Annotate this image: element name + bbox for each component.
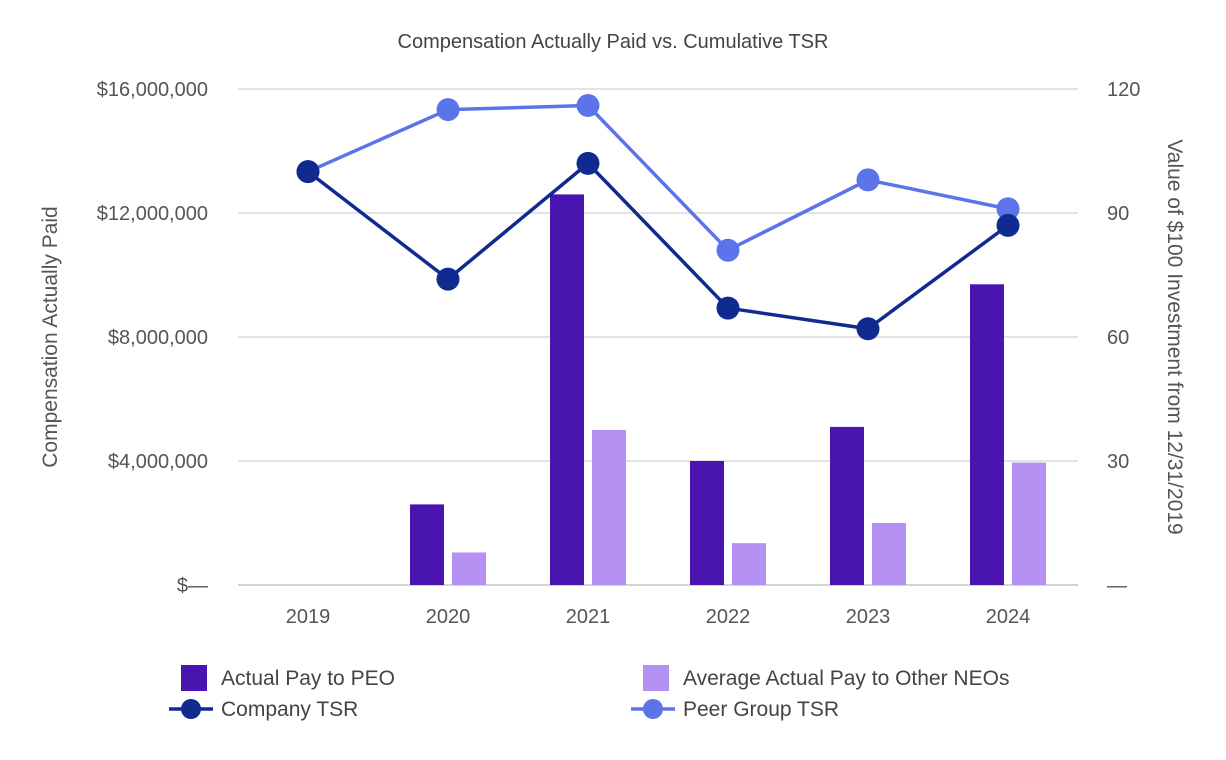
lines: [296, 94, 1020, 341]
x-tick-label: 2023: [846, 606, 891, 628]
right-axis-ticks: — 30 60 90 120: [1107, 79, 1140, 597]
bar-peo: [550, 194, 584, 585]
bar-peo: [970, 284, 1004, 585]
point-company-tsr: [296, 160, 320, 184]
chart-title: Compensation Actually Paid vs. Cumulativ…: [398, 31, 829, 53]
legend-marker-peer-group-tsr: [643, 699, 663, 719]
point-peer-group-tsr: [576, 94, 600, 118]
left-tick-label: $4,000,000: [108, 451, 208, 473]
legend-label-company-tsr: Company TSR: [221, 698, 358, 721]
x-tick-label: 2024: [986, 606, 1031, 628]
x-tick-label: 2022: [706, 606, 751, 628]
legend: Actual Pay to PEO Average Actual Pay to O…: [169, 665, 1009, 721]
bar-other-neos: [592, 430, 626, 585]
x-axis-ticks: 2019 2020 2021 2022 2023 2024: [286, 606, 1031, 628]
bar-other-neos: [872, 523, 906, 585]
point-peer-group-tsr: [996, 197, 1020, 221]
left-axis-ticks: $— $4,000,000 $8,000,000 $12,000,000 $16,000…: [97, 79, 208, 597]
point-company-tsr: [436, 267, 460, 291]
left-tick-label: $12,000,000: [97, 203, 208, 225]
point-company-tsr: [996, 213, 1020, 237]
legend-marker-company-tsr: [181, 699, 201, 719]
x-tick-label: 2019: [286, 606, 331, 628]
bar-peo: [690, 461, 724, 585]
legend-swatch-average-actual-pay-to-other-neos: [643, 665, 669, 691]
bar-other-neos: [1012, 462, 1046, 585]
left-tick-label: $—: [177, 575, 208, 597]
bar-other-neos: [732, 543, 766, 585]
right-tick-label: 120: [1107, 79, 1140, 101]
point-company-tsr: [576, 151, 600, 175]
right-tick-label: 60: [1107, 327, 1129, 349]
point-company-tsr: [856, 317, 880, 341]
legend-label-peer-group-tsr: Peer Group TSR: [683, 698, 839, 721]
point-peer-group-tsr: [436, 98, 460, 122]
point-peer-group-tsr: [716, 238, 740, 262]
point-peer-group-tsr: [856, 168, 880, 192]
legend-label-average-actual-pay-to-other-neos: Average Actual Pay to Other NEOs: [683, 667, 1009, 690]
right-tick-label: 30: [1107, 451, 1129, 473]
right-axis-title: Value of $100 Investment from 12/31/2019: [1163, 139, 1186, 534]
legend-label-actual-pay-to-peo: Actual Pay to PEO: [221, 667, 395, 690]
bar-other-neos: [452, 552, 486, 585]
bar-peo: [830, 426, 864, 585]
line-company-tsr: [306, 161, 1010, 331]
bars: [410, 194, 1046, 585]
x-tick-label: 2021: [566, 606, 611, 628]
left-tick-label: $8,000,000: [108, 327, 208, 349]
point-company-tsr: [716, 296, 740, 320]
left-tick-label: $16,000,000: [97, 79, 208, 101]
legend-swatch-actual-pay-to-peo: [181, 665, 207, 691]
gridlines: [238, 88, 1078, 586]
line-peer-group-tsr: [307, 103, 1009, 252]
left-axis-title: Compensation Actually Paid: [39, 206, 62, 468]
x-tick-label: 2020: [426, 606, 471, 628]
right-tick-label: —: [1107, 575, 1127, 597]
bar-peo: [410, 504, 444, 585]
right-tick-label: 90: [1107, 203, 1129, 225]
